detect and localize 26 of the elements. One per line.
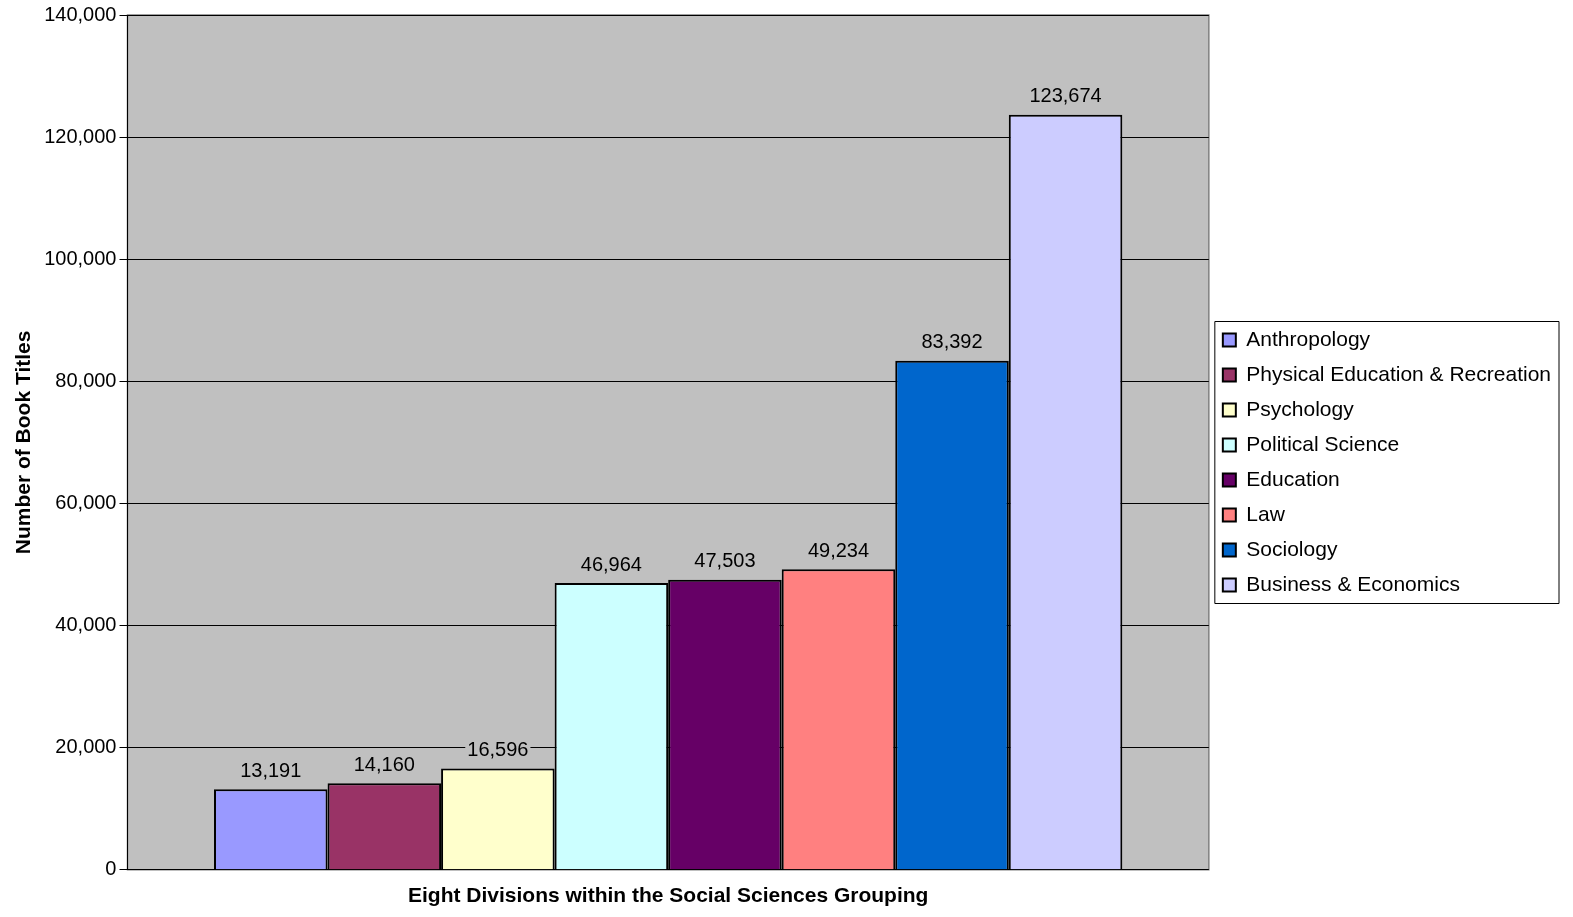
legend-label: Physical Education & Recreation — [1246, 361, 1552, 385]
legend-label: Business & Economics — [1246, 571, 1460, 595]
y-tick-label: 120,000 — [44, 124, 117, 147]
legend-label: Political Science — [1246, 431, 1400, 455]
data-label: 47,503 — [694, 549, 756, 572]
data-label: 123,674 — [1029, 84, 1102, 107]
y-tick-label: 140,000 — [44, 2, 117, 25]
y-tick-label: 40,000 — [55, 613, 117, 636]
data-label: 46,964 — [580, 552, 642, 575]
data-label: 16,596 — [467, 737, 529, 760]
legend-label: Education — [1246, 466, 1340, 490]
x-axis-title: Eight Divisions within the Social Sciences Grouping — [407, 883, 929, 907]
legend-label: Psychology — [1246, 396, 1355, 420]
y-tick-label: 60,000 — [55, 490, 117, 513]
y-tick-label: 20,000 — [55, 735, 117, 758]
data-label: 14,160 — [353, 752, 415, 775]
y-axis-title: Number of Book Titles — [11, 330, 35, 555]
legend-label: Law — [1246, 501, 1286, 525]
y-tick-label: 100,000 — [44, 246, 117, 269]
legend-label: Anthropology — [1246, 326, 1371, 350]
y-tick-label: 0 — [105, 857, 117, 880]
data-label: 13,191 — [240, 758, 302, 781]
y-tick-label: 80,000 — [55, 368, 117, 391]
data-label: 49,234 — [807, 538, 870, 561]
data-label: 83,392 — [921, 330, 983, 353]
legend-label: Sociology — [1246, 536, 1338, 560]
